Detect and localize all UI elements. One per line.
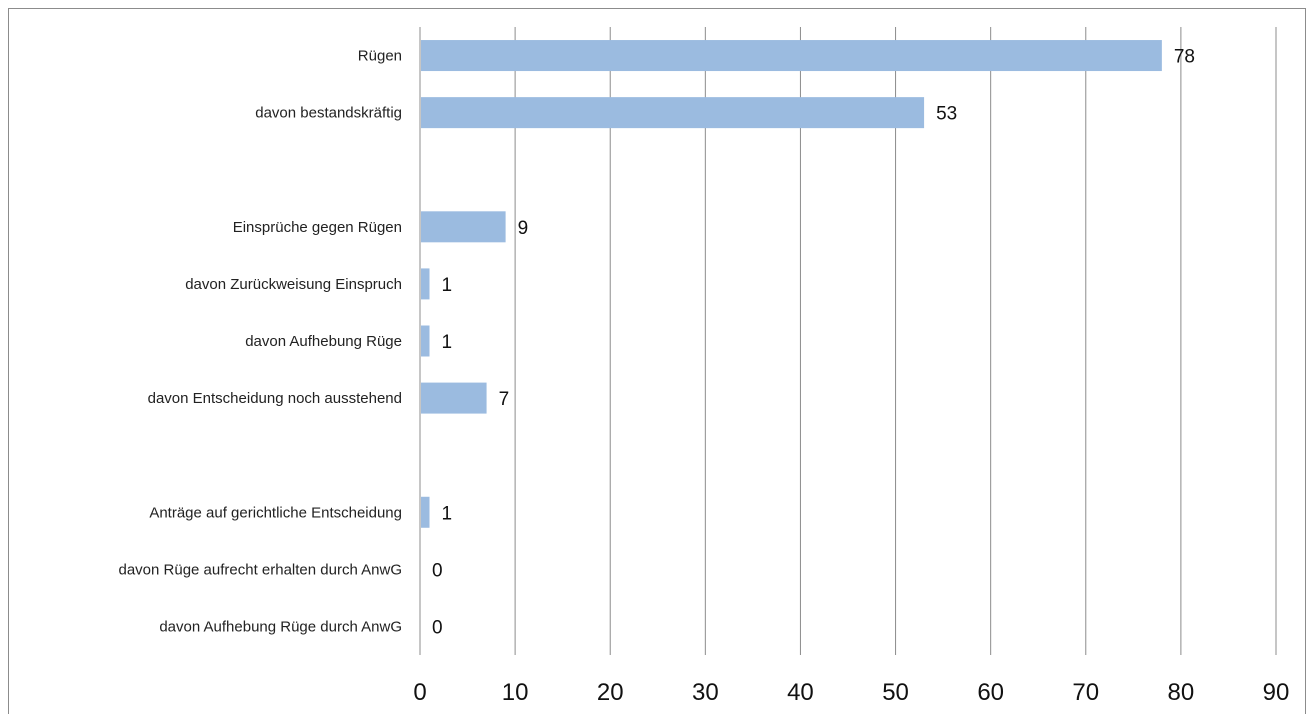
x-tick-label: 70 — [1072, 679, 1099, 706]
data-label: 7 — [499, 389, 510, 410]
data-label: 1 — [442, 332, 453, 353]
data-label: 0 — [432, 560, 443, 581]
bar — [421, 40, 1162, 72]
bar — [421, 268, 430, 300]
grid-lines — [419, 27, 1277, 655]
category-label: Einsprüche gegen Rügen — [233, 219, 402, 236]
x-tick-label: 50 — [882, 679, 909, 706]
category-label: Rügen — [358, 48, 402, 65]
x-tick-label: 60 — [977, 679, 1004, 706]
category-label: davon Zurückweisung Einspruch — [185, 276, 402, 293]
data-label: 1 — [442, 503, 453, 524]
x-tick-label: 30 — [692, 679, 719, 706]
data-label: 78 — [1174, 47, 1195, 68]
category-label: davon Rüge aufrecht erhalten durch AnwG — [118, 561, 402, 578]
category-label: Anträge auf gerichtliche Entscheidung — [149, 504, 402, 521]
category-label: davon Entscheidung noch ausstehend — [148, 390, 402, 407]
data-label: 53 — [936, 104, 957, 125]
x-tick-label: 20 — [597, 679, 624, 706]
x-tick-label: 0 — [413, 679, 426, 706]
bar — [421, 382, 487, 414]
bar — [421, 211, 506, 243]
bar — [421, 97, 925, 129]
data-label: 0 — [432, 617, 443, 638]
data-label: 9 — [518, 218, 529, 239]
data-label: 1 — [442, 275, 453, 296]
bar — [421, 496, 430, 528]
category-label: davon Aufhebung Rüge — [245, 333, 402, 350]
x-tick-label: 80 — [1168, 679, 1195, 706]
category-label: davon Aufhebung Rüge durch AnwG — [159, 618, 402, 635]
category-label: davon bestandskräftig — [255, 105, 402, 122]
x-tick-label: 90 — [1263, 679, 1290, 706]
bars — [421, 40, 1162, 528]
x-tick-label: 10 — [502, 679, 529, 706]
bar — [421, 325, 430, 357]
x-tick-label: 40 — [787, 679, 814, 706]
